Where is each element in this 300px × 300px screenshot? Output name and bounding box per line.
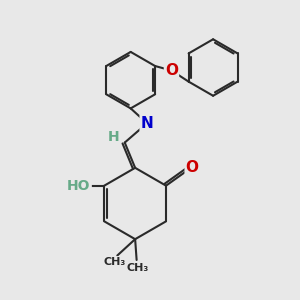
Text: O: O	[186, 160, 199, 175]
Text: O: O	[165, 63, 178, 78]
Text: H: H	[108, 130, 119, 144]
Text: CH₃: CH₃	[127, 263, 149, 273]
Text: CH₃: CH₃	[103, 257, 125, 267]
Text: N: N	[141, 116, 153, 131]
Text: HO: HO	[67, 179, 91, 193]
